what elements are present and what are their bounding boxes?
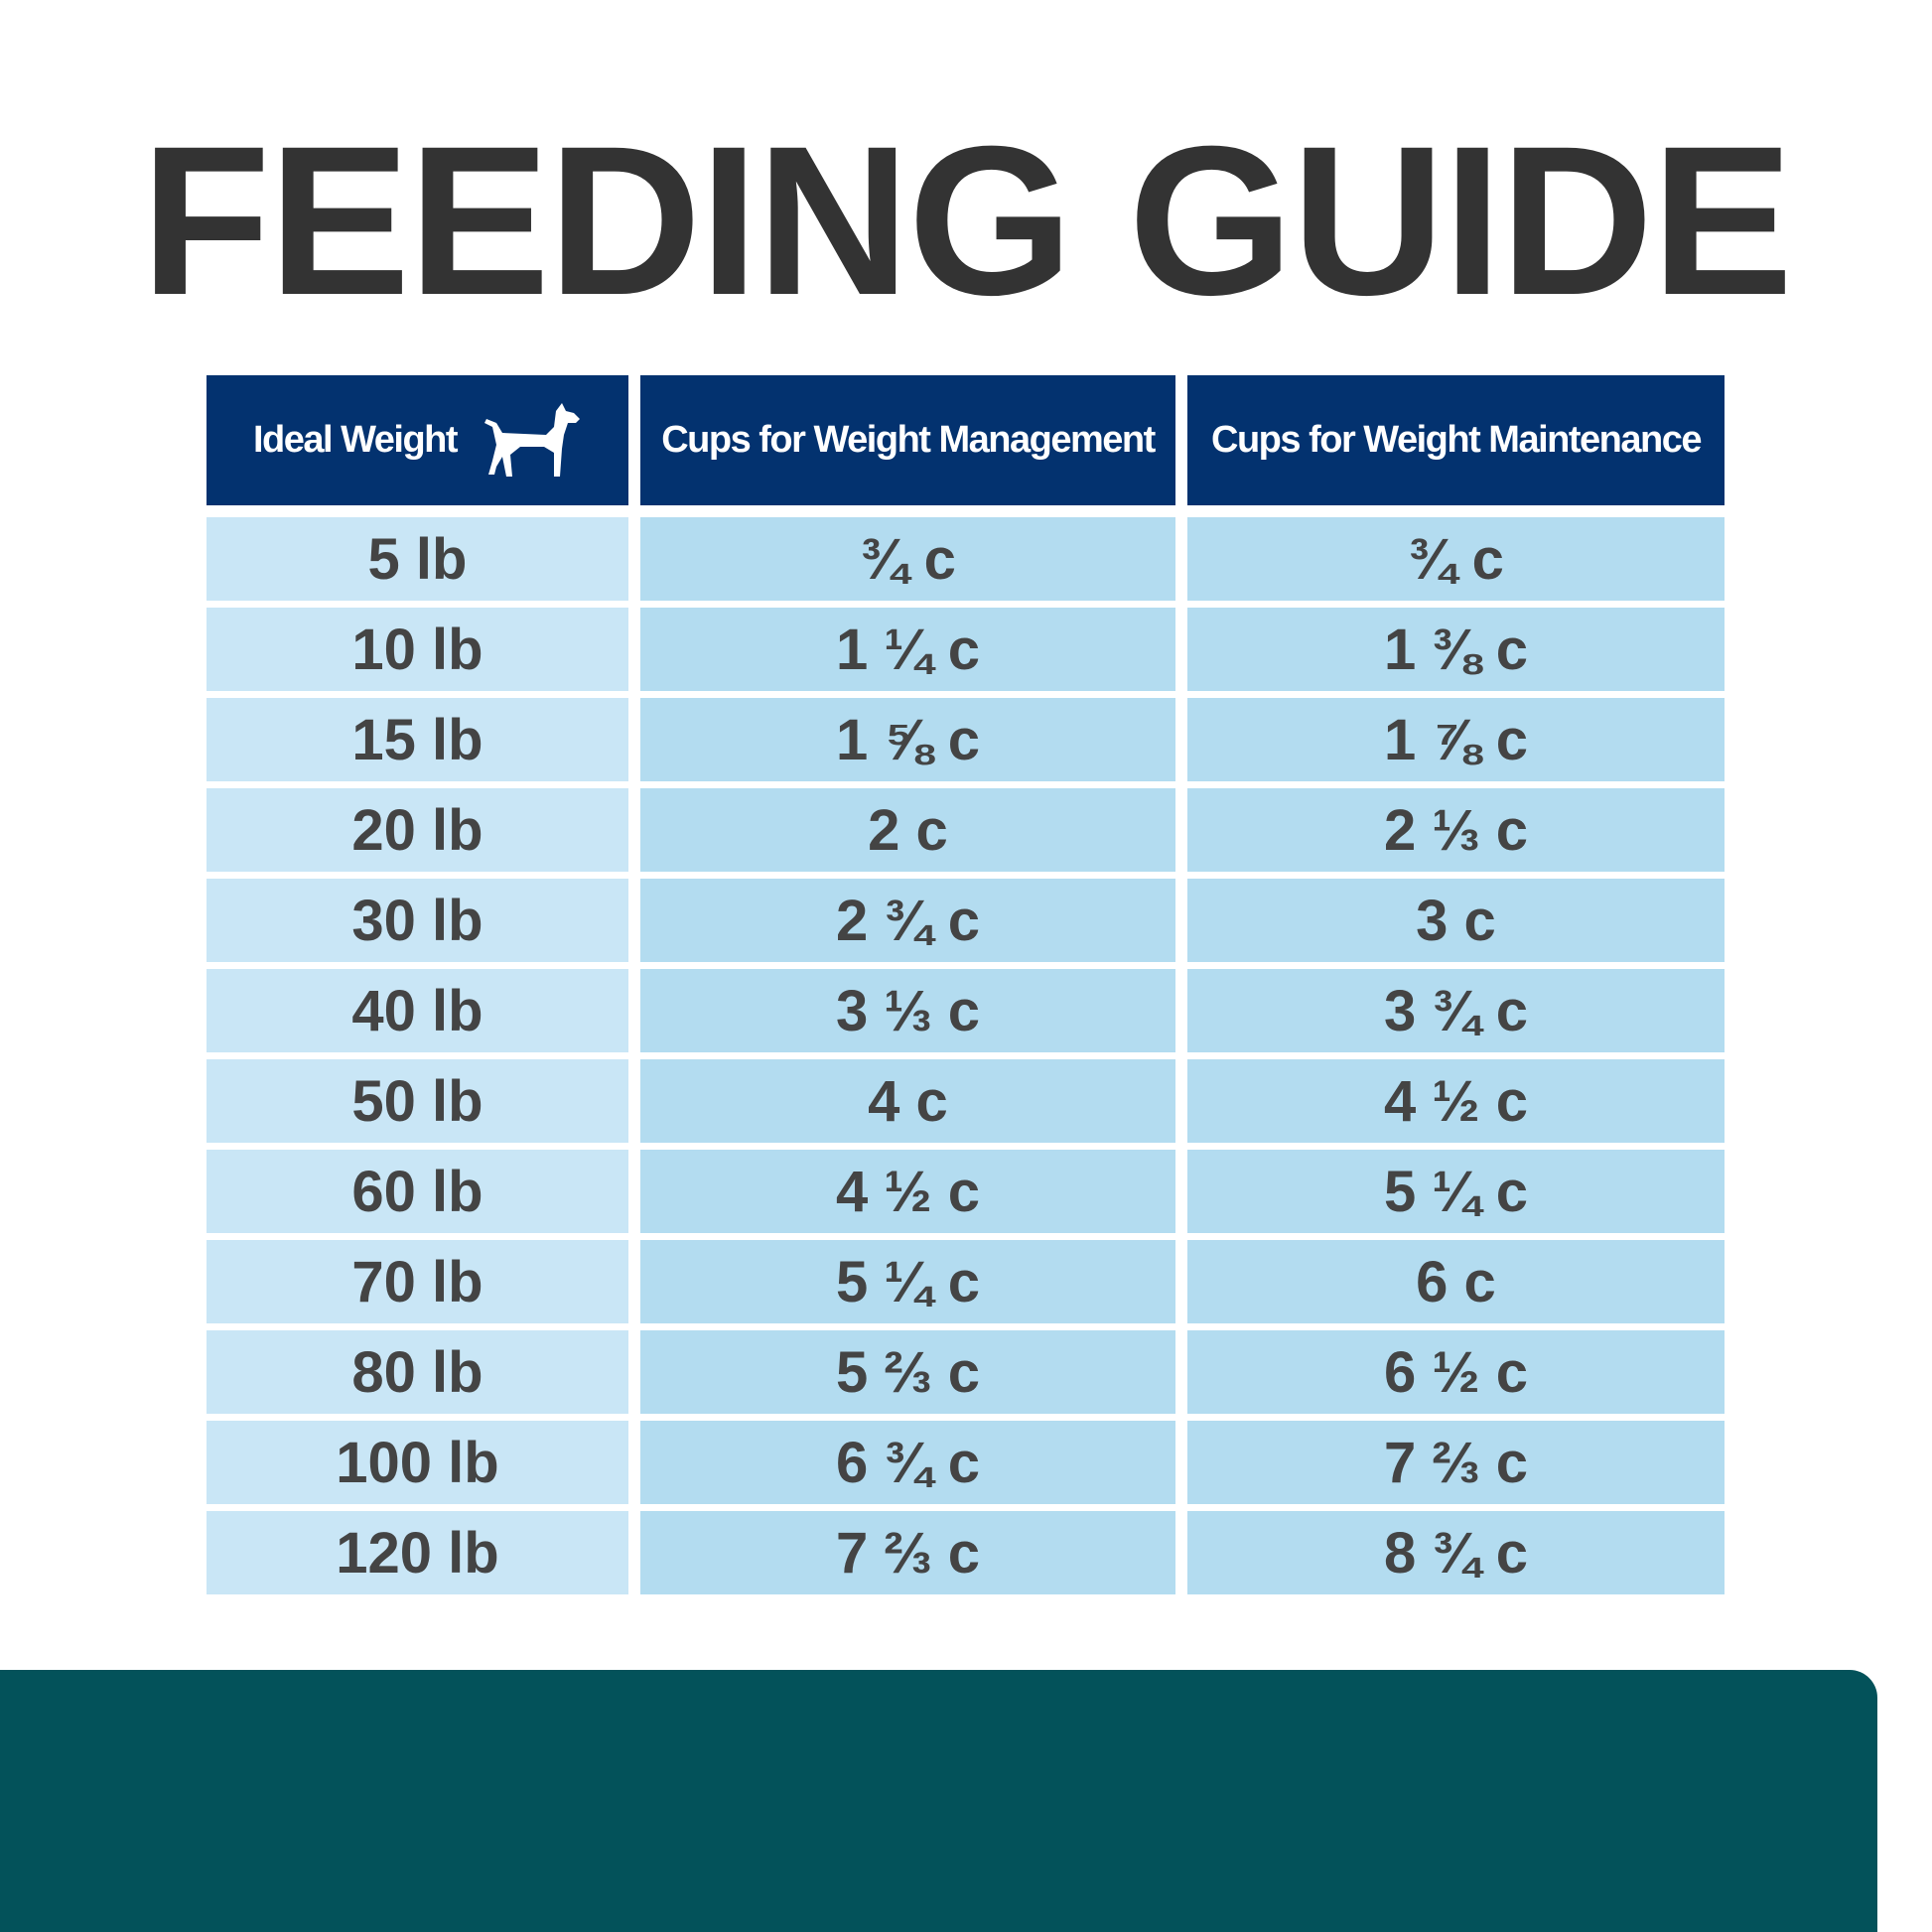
table-cell: 7 ⅔ c bbox=[640, 1511, 1175, 1594]
table-cell: 10 lb bbox=[207, 608, 628, 691]
cell-text: 3 ⅓ c bbox=[835, 978, 981, 1043]
cell-text: 6 ¾ c bbox=[835, 1430, 981, 1495]
table-cell: 3 c bbox=[1187, 879, 1725, 962]
cell-text: 5 lb bbox=[367, 526, 468, 592]
table-cell: 4 ½ c bbox=[640, 1150, 1175, 1233]
cell-text: 20 lb bbox=[351, 797, 483, 863]
cell-text: Cups for Weight Management bbox=[661, 419, 1156, 461]
cell-text: 5 ⅔ c bbox=[835, 1339, 981, 1405]
table-cell: 1 ⅜ c bbox=[1187, 608, 1725, 691]
table-cell: 2 ⅓ c bbox=[1187, 788, 1725, 872]
cell-text: 70 lb bbox=[351, 1249, 483, 1314]
cell-text: 5 ¼ c bbox=[1383, 1159, 1529, 1224]
table-cell: 5 ¼ c bbox=[640, 1240, 1175, 1323]
cell-text: 1 ⅜ c bbox=[1383, 617, 1529, 682]
title: FEEDING GUIDE bbox=[140, 102, 1793, 340]
footer-band bbox=[0, 1670, 1877, 1932]
feeding-table: Ideal Weight Cups for Weight Management Cu… bbox=[207, 375, 1725, 1601]
table-cell: 100 lb bbox=[207, 1421, 628, 1504]
table-cell: 20 lb bbox=[207, 788, 628, 872]
cell-text: 4 c bbox=[868, 1068, 948, 1134]
table-cell: 1 ⅞ c bbox=[1187, 698, 1725, 781]
table-cell: 120 lb bbox=[207, 1511, 628, 1594]
table-cell: 6 ½ c bbox=[1187, 1330, 1725, 1414]
cell-text: 6 ½ c bbox=[1383, 1339, 1529, 1405]
cell-text: 1 ⅝ c bbox=[835, 707, 981, 772]
cell-text: 2 ⅓ c bbox=[1383, 797, 1529, 863]
cell-text: Ideal Weight bbox=[252, 419, 459, 461]
cell-text: 3 c bbox=[1416, 888, 1496, 953]
table-cell: 50 lb bbox=[207, 1059, 628, 1143]
table-cell: 60 lb bbox=[207, 1150, 628, 1233]
cell-text: 40 lb bbox=[351, 978, 483, 1043]
table-cell: 30 lb bbox=[207, 879, 628, 962]
header-cell: Ideal Weight bbox=[207, 375, 628, 505]
cell-text: 4 ½ c bbox=[835, 1159, 981, 1224]
table-cell: 1 ⅝ c bbox=[640, 698, 1175, 781]
table-cell: 4 ½ c bbox=[1187, 1059, 1725, 1143]
cell-text: 1 ¼ c bbox=[835, 617, 981, 682]
cell-text: 5 ¼ c bbox=[835, 1249, 981, 1314]
cell-text: 7 ⅔ c bbox=[835, 1520, 981, 1586]
table-cell: 5 lb bbox=[207, 517, 628, 601]
cell-text: 8 ¾ c bbox=[1383, 1520, 1529, 1586]
table-cell: 80 lb bbox=[207, 1330, 628, 1414]
cell-text: Cups for Weight Maintenance bbox=[1211, 419, 1702, 461]
table-cell: 2 ¾ c bbox=[640, 879, 1175, 962]
cell-text: 2 ¾ c bbox=[835, 888, 981, 953]
table-cell: ¾ c bbox=[640, 517, 1175, 601]
table-cell: 5 ¼ c bbox=[1187, 1150, 1725, 1233]
table-cell: 6 ¾ c bbox=[640, 1421, 1175, 1504]
table-cell: 6 c bbox=[1187, 1240, 1725, 1323]
cell-text: 120 lb bbox=[336, 1520, 499, 1586]
cell-text: 50 lb bbox=[351, 1068, 483, 1134]
cell-text: 4 ½ c bbox=[1383, 1068, 1529, 1134]
cell-text: 80 lb bbox=[351, 1339, 483, 1405]
cell-text: 30 lb bbox=[351, 888, 483, 953]
cell-text: 10 lb bbox=[351, 617, 483, 682]
table-cell: 3 ¾ c bbox=[1187, 969, 1725, 1052]
cell-text: 2 c bbox=[868, 797, 948, 863]
table-cell: 2 c bbox=[640, 788, 1175, 872]
table-cell: 15 lb bbox=[207, 698, 628, 781]
table-cell: 3 ⅓ c bbox=[640, 969, 1175, 1052]
cell-text: 7 ⅔ c bbox=[1383, 1430, 1529, 1495]
dog-icon bbox=[484, 402, 581, 477]
table-cell: 70 lb bbox=[207, 1240, 628, 1323]
cell-text: 3 ¾ c bbox=[1383, 978, 1529, 1043]
table-cell: ¾ c bbox=[1187, 517, 1725, 601]
header-cell: Cups for Weight Maintenance bbox=[1187, 375, 1725, 505]
cell-text: 60 lb bbox=[351, 1159, 483, 1224]
cell-text: ¾ c bbox=[1408, 526, 1504, 592]
cell-text: 1 ⅞ c bbox=[1383, 707, 1529, 772]
cell-text: 15 lb bbox=[351, 707, 483, 772]
cell-text: 6 c bbox=[1416, 1249, 1496, 1314]
cell-text: 100 lb bbox=[336, 1430, 499, 1495]
header-cell: Cups for Weight Management bbox=[640, 375, 1175, 505]
table-cell: 4 c bbox=[640, 1059, 1175, 1143]
table-cell: 8 ¾ c bbox=[1187, 1511, 1725, 1594]
cell-text: ¾ c bbox=[860, 526, 956, 592]
table-cell: 7 ⅔ c bbox=[1187, 1421, 1725, 1504]
table-cell: 5 ⅔ c bbox=[640, 1330, 1175, 1414]
table-cell: 1 ¼ c bbox=[640, 608, 1175, 691]
table-cell: 40 lb bbox=[207, 969, 628, 1052]
